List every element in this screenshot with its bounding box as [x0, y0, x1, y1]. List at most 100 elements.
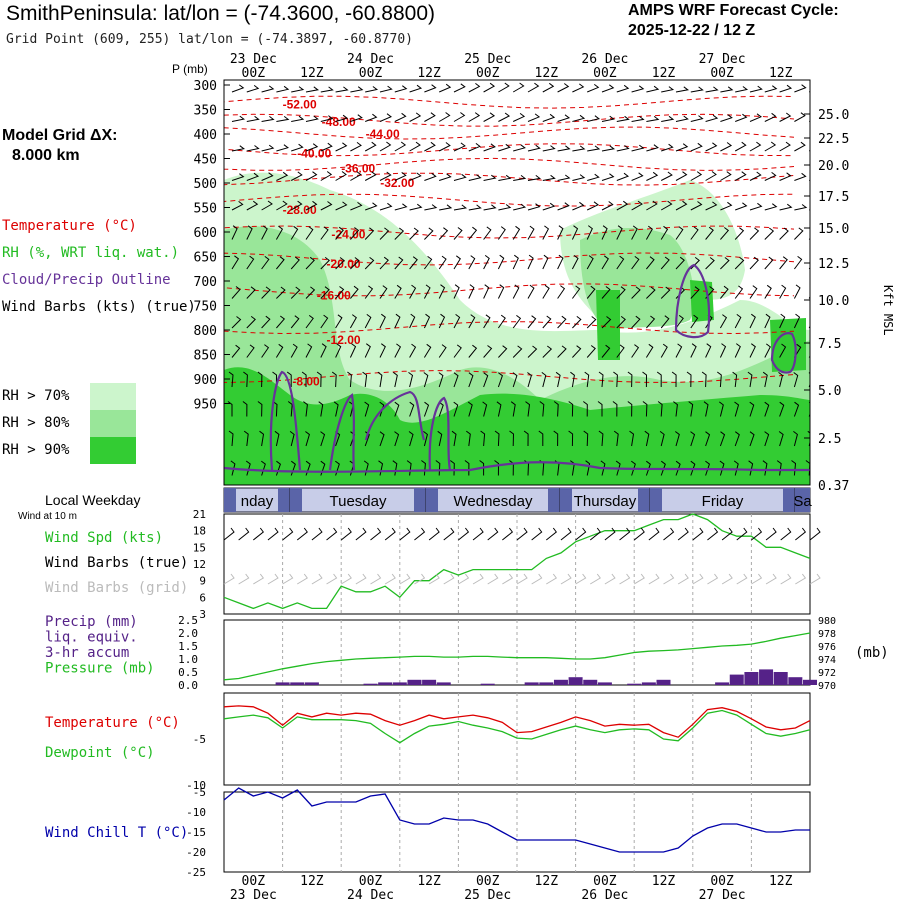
wind-barb [675, 431, 680, 447]
time-tick-top: 12Z [535, 66, 559, 81]
wind-barb [257, 371, 263, 388]
grid-wind-barb [707, 573, 719, 585]
wind-barb [717, 371, 722, 388]
wind-barb [613, 430, 619, 447]
wind-barb [600, 460, 606, 476]
weekday-shade [783, 488, 795, 512]
wind-barb [228, 430, 234, 447]
wind-barb [513, 144, 526, 152]
wind-barb [453, 112, 466, 122]
wind-barb [764, 141, 777, 152]
wind-barb [438, 372, 444, 388]
wind-barb [347, 371, 352, 388]
wind-barb [735, 202, 748, 211]
wind-barb [601, 173, 615, 181]
wind-barb [735, 86, 749, 93]
wind-barb [527, 254, 534, 270]
wind-barb [779, 256, 788, 270]
wind-barb [675, 115, 689, 122]
wind-barb [733, 460, 739, 476]
wind-barb [587, 145, 601, 152]
surface-wind-barb [780, 527, 792, 541]
wind-barb [275, 343, 284, 358]
wind-barb [424, 227, 434, 240]
wind-barb [659, 431, 665, 447]
wind-barb [439, 204, 453, 211]
wind-barb [453, 284, 460, 299]
wind-barb [525, 401, 531, 417]
wind-barb [778, 431, 784, 447]
pressure-tick-label: 600 [194, 226, 217, 241]
weekday-cell [289, 487, 427, 513]
precip-tick-label: 1.0 [178, 653, 198, 666]
wind-barb [439, 173, 452, 181]
wind-barb [393, 371, 398, 388]
wind-barb [793, 372, 799, 388]
wind-barb [331, 371, 337, 388]
wind-barb [394, 141, 407, 152]
vertical-section-isotherms: -52.00-48.00-44.00-40.00-36.00-32.00-28.… [224, 95, 795, 388]
grid-wind-barb [648, 573, 660, 585]
wind-barb [542, 254, 549, 270]
wind-barb [705, 431, 711, 447]
wind-barb [409, 284, 417, 299]
weekday-label: Sa [793, 493, 812, 510]
wind-barb [512, 82, 525, 93]
wind-barb [479, 460, 485, 476]
grid-wind-barb [780, 573, 792, 585]
isotherm-line [224, 252, 795, 266]
wind-barb [616, 200, 629, 211]
wind-barb [512, 345, 523, 358]
wind-tick-label: 3 [199, 608, 206, 621]
wind-barb [512, 315, 522, 329]
wind-barb [779, 227, 789, 240]
wind-barb [468, 83, 481, 93]
temperature-line [223, 705, 811, 738]
wind-barb [290, 343, 298, 358]
wind-barb [394, 227, 405, 240]
surface-wind-barb [428, 527, 440, 541]
pressure-tick-label: 450 [194, 153, 217, 168]
wind-barb [749, 343, 756, 358]
wind-barb [720, 257, 730, 270]
wind-barb [734, 285, 744, 299]
wind-barb [261, 225, 268, 240]
time-tick-bottom: 12Z [652, 874, 676, 889]
wind-barb [364, 285, 374, 299]
pressure-tick-label: 978 [818, 629, 836, 640]
wind-tick-label: 6 [199, 591, 206, 604]
wind-barb [483, 284, 490, 299]
wind-tick-label: 9 [199, 575, 206, 588]
wind-barb [571, 225, 579, 240]
wind-barb [379, 313, 386, 329]
precip-bar [597, 682, 612, 685]
wind-barb [231, 344, 241, 358]
wind-barb [690, 201, 703, 211]
wind-barb [379, 171, 392, 181]
cloud-outline [364, 390, 426, 441]
wind-barb [616, 145, 630, 152]
wind-barb [335, 114, 349, 122]
wind-barb [335, 86, 349, 93]
wind-barb [320, 115, 334, 122]
isotherm-line [224, 172, 795, 186]
precip-accum-legend: 3-hr accum [45, 645, 129, 661]
wind-barb [557, 254, 564, 270]
wind-barb [734, 171, 747, 181]
height-tick-label: 12.5 [818, 257, 849, 272]
wind-barb [257, 401, 263, 417]
precip-bar [744, 672, 759, 685]
surface-wind-barb [472, 527, 484, 541]
wind-barb [732, 371, 738, 388]
wind-barb [749, 401, 755, 417]
wind-barb [631, 286, 641, 299]
wind-barb [542, 225, 550, 240]
grid-wind-barb [370, 573, 382, 585]
wind-barb [764, 343, 771, 358]
time-tick-bottom: 00Z [476, 874, 500, 889]
wind-barb [690, 286, 700, 299]
wind-barb [286, 371, 292, 387]
date-label-top: 27 Dec [699, 52, 746, 67]
wind-barb [749, 85, 763, 93]
